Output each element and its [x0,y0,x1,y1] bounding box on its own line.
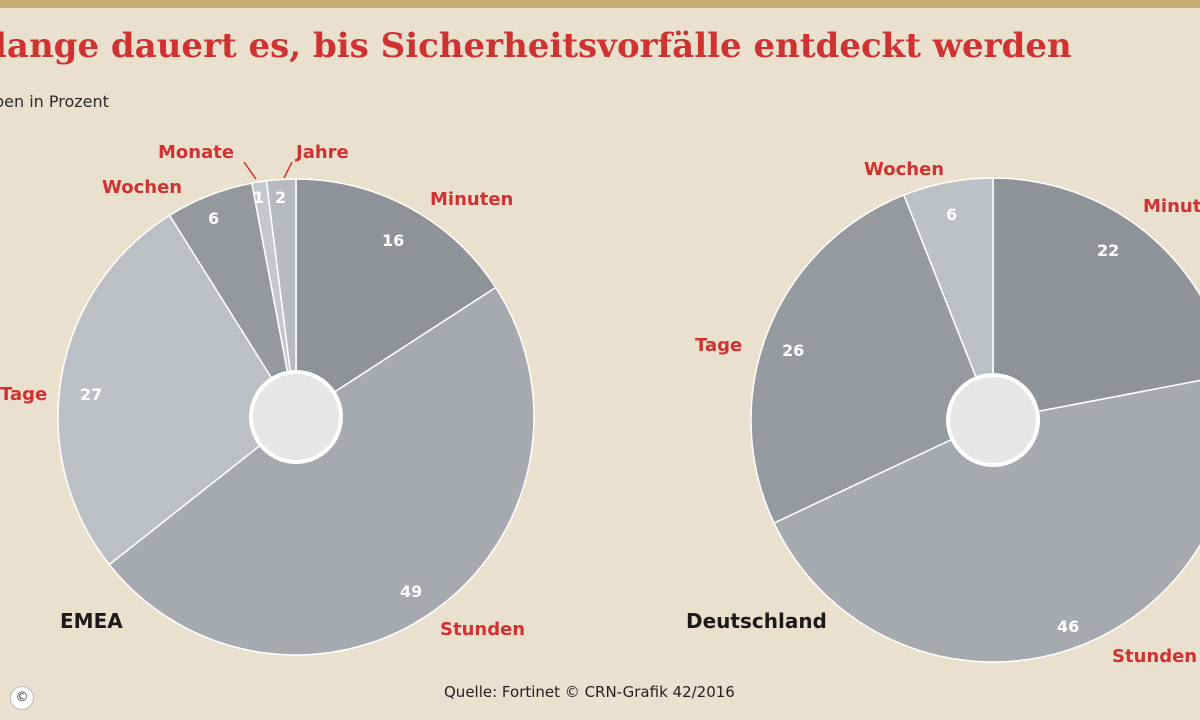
pie-slice-tage [750,194,994,525]
emea-label-jahre: Jahre [294,142,349,163]
emea-value-stunden: 49 [400,582,422,601]
pie-center-hole [249,370,343,464]
de-value-tage: 26 [782,341,804,360]
de-label-minuten: Minuten [1143,196,1200,217]
emea-value-minuten: 16 [382,231,404,250]
emea-label-stunden: Stunden [440,619,525,640]
pie-slice-minuten [992,177,1200,421]
jahre-leader-line [283,161,293,179]
pie-slice-tage [57,214,297,566]
emea-value-jahre: 2 [275,188,286,207]
pie-emea [57,178,535,656]
emea-region-label: EMEA [60,609,123,633]
pie-slice-minuten [295,178,497,419]
source-note: Quelle: Fortinet © CRN-Grafik 42/2016 [444,683,735,701]
emea-label-monate: Monate [158,142,234,163]
pie-deutschland [750,177,1200,663]
pie-center-hole [946,373,1040,467]
chart-title: lange dauert es, bis Sicherheitsvorfälle… [0,26,1072,66]
emea-value-tage: 27 [80,385,102,404]
emea-value-monate: 1 [253,188,264,207]
de-label-stunden: Stunden [1112,646,1197,667]
emea-label-tage: Tage [0,384,47,405]
emea-value-wochen: 6 [208,209,219,228]
pie-slice-wochen [902,177,994,421]
de-value-minuten: 22 [1097,241,1119,260]
pie-slice-jahre [265,178,297,418]
de-label-tage: Tage [695,335,742,356]
monate-leader-line [243,161,257,180]
emea-label-wochen: Wochen [102,177,182,198]
de-label-wochen: Wochen [864,159,944,180]
top-accent-bar [0,0,1200,8]
de-value-stunden: 46 [1057,617,1079,636]
chart-subtitle: ben in Prozent [0,92,109,111]
de-value-wochen: 6 [946,205,957,224]
emea-label-minuten: Minuten [430,189,513,210]
copyright-icon: © [10,686,34,710]
pie-slice-stunden [108,286,535,656]
de-region-label: Deutschland [686,609,827,633]
pie-slice-stunden [773,379,1200,663]
